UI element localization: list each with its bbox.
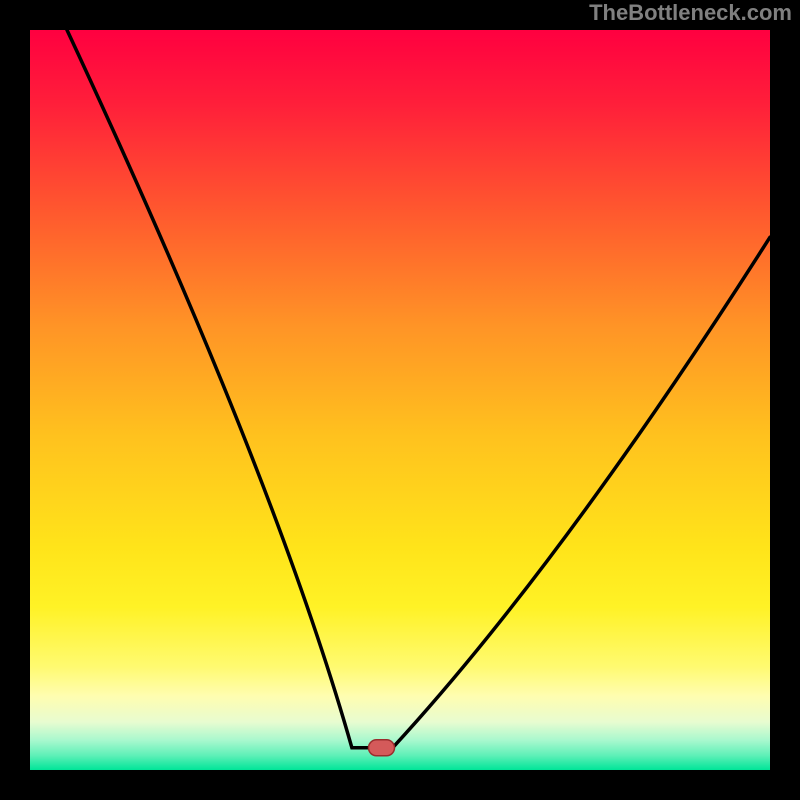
bottleneck-curve-chart	[0, 0, 800, 800]
chart-container: TheBottleneck.com	[0, 0, 800, 800]
watermark-text: TheBottleneck.com	[589, 0, 792, 26]
optimal-point-marker	[369, 740, 395, 756]
plot-area	[30, 30, 770, 770]
